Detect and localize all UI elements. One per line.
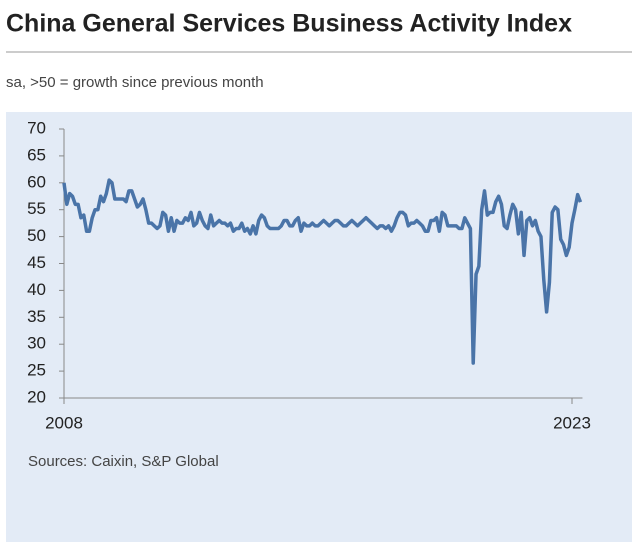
x-tick-label: 2023 [553, 413, 591, 432]
y-tick-label: 55 [27, 199, 46, 218]
y-tick-label: 20 [27, 387, 46, 406]
y-tick-label: 30 [27, 334, 46, 353]
x-tick-label: 2008 [45, 413, 83, 432]
chart-title: China General Services Business Activity… [6, 10, 572, 38]
plot-panel [6, 112, 632, 542]
source: Sources: Caixin, S&P Global [28, 453, 219, 470]
y-tick-label: 50 [27, 226, 46, 245]
series-line [62, 178, 583, 365]
y-tick-label: 60 [27, 172, 46, 191]
y-tick-label: 70 [27, 118, 46, 137]
y-tick-label: 65 [27, 145, 46, 164]
y-tick-label: 35 [27, 307, 46, 326]
y-tick-label: 45 [27, 253, 46, 272]
chart-subtitle: sa, >50 = growth since previous month [6, 74, 264, 91]
y-tick-label: 40 [27, 280, 46, 299]
y-tick-label: 25 [27, 361, 46, 380]
